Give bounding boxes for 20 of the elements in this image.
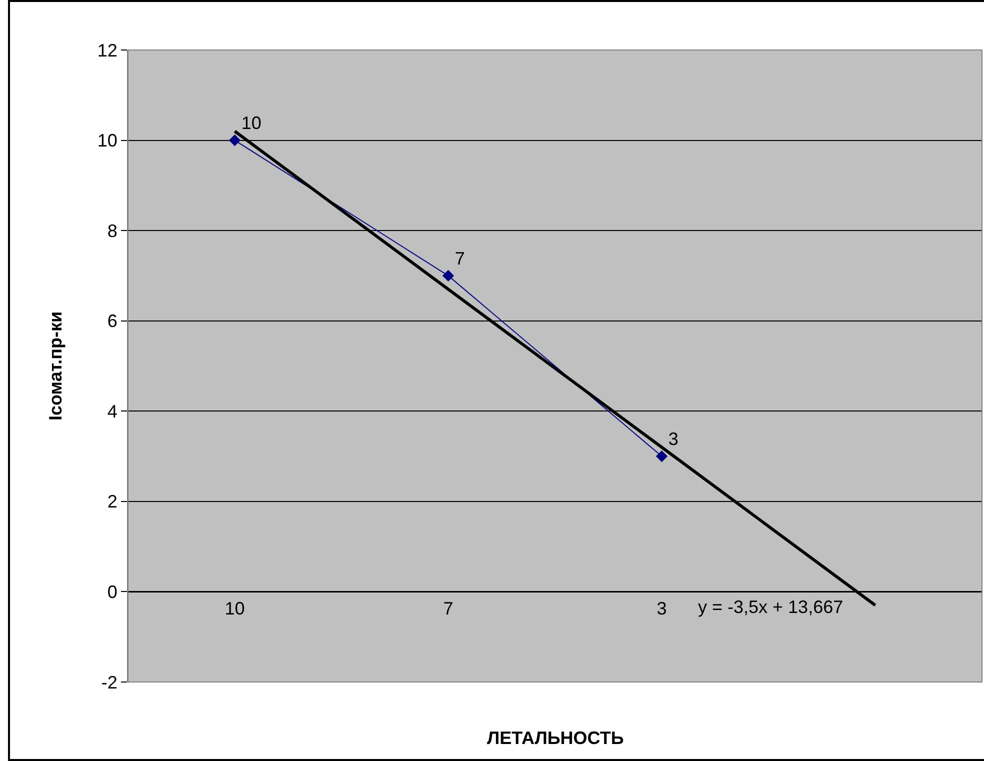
y-tick-label: 8	[107, 220, 118, 241]
y-tick-label: 2	[107, 492, 118, 512]
y-tick-label: 10	[97, 130, 118, 151]
y-tick-label: 0	[107, 582, 118, 602]
x-tick-label: 7	[443, 598, 454, 618]
y-axis-title: Iсомат.пр-ки	[46, 311, 66, 421]
data-label: 10	[241, 113, 262, 134]
data-label: 7	[454, 248, 465, 269]
y-tick-label: 4	[107, 401, 118, 422]
y-tick-label: 12	[97, 40, 118, 60]
y-tick-label: -2	[101, 672, 118, 692]
x-tick-label: 10	[224, 598, 245, 618]
point	[228, 134, 241, 146]
annotation: y = -3,5x + 13,667	[698, 597, 844, 617]
point	[442, 270, 454, 282]
x-tick-label: 3	[656, 598, 667, 618]
data-label: 3	[668, 429, 678, 450]
y-tick-label: 6	[107, 311, 118, 332]
point	[656, 450, 668, 462]
x-axis-title: ЛЕТАЛЬНОСТЬ	[487, 728, 624, 748]
